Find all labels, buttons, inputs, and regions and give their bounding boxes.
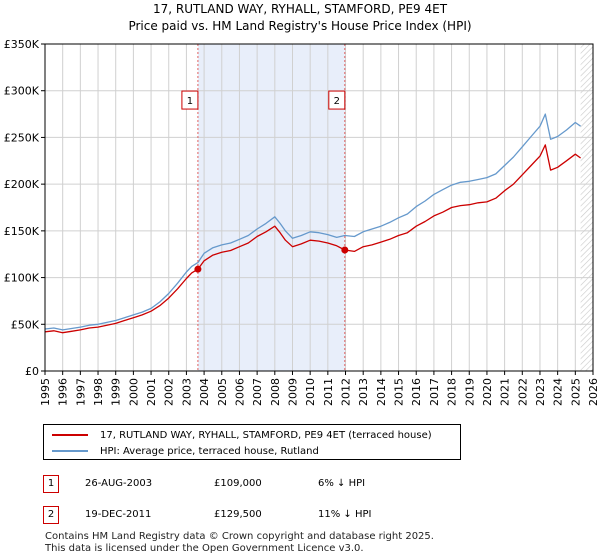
footer-licence: This data is licensed under the Open Gov… bbox=[45, 543, 364, 554]
x-tick-label: 2014 bbox=[375, 378, 388, 406]
x-tick-label: 1997 bbox=[74, 378, 87, 406]
chart-title-address: 17, RUTLAND WAY, RYHALL, STAMFORD, PE9 4… bbox=[152, 2, 448, 16]
x-tick-label: 2025 bbox=[569, 378, 582, 406]
x-tick-label: 2013 bbox=[357, 378, 370, 406]
y-tick-label: £50K bbox=[11, 318, 40, 331]
y-tick-label: £100K bbox=[4, 272, 40, 285]
x-tick-label: 2023 bbox=[534, 378, 547, 406]
legend-item-hpi: HPI: Average price, terraced house, Rutl… bbox=[52, 444, 319, 458]
transaction-badge: 1 bbox=[43, 475, 59, 493]
highlight-band bbox=[197, 44, 345, 371]
legend-swatch-hpi bbox=[52, 450, 88, 452]
legend-label-hpi: HPI: Average price, terraced house, Rutl… bbox=[100, 445, 319, 457]
x-tick-label: 2004 bbox=[198, 378, 211, 406]
transaction-hpi-diff: 11% ↓ HPI bbox=[318, 509, 372, 520]
property-series-line bbox=[44, 144, 581, 334]
x-tick-label: 2005 bbox=[216, 378, 229, 406]
transaction-badge: 2 bbox=[43, 506, 59, 524]
legend-swatch-property bbox=[52, 434, 88, 436]
plot-frame bbox=[44, 43, 594, 372]
x-tick-label: 2019 bbox=[463, 378, 476, 406]
transaction-label: 2 bbox=[334, 96, 340, 107]
legend-item-property: 17, RUTLAND WAY, RYHALL, STAMFORD, PE9 4… bbox=[52, 428, 432, 442]
transaction-label-box bbox=[181, 90, 199, 110]
x-tick-label: 2001 bbox=[145, 378, 158, 406]
chart-legend: 17, RUTLAND WAY, RYHALL, STAMFORD, PE9 4… bbox=[43, 424, 461, 460]
x-tick-label: 1996 bbox=[57, 378, 70, 406]
x-tick-label: 2016 bbox=[410, 378, 423, 406]
x-tick-label: 2006 bbox=[233, 378, 246, 406]
x-tick-label: 2010 bbox=[304, 378, 317, 406]
x-tick-label: 2020 bbox=[481, 378, 494, 406]
x-tick-label: 2024 bbox=[552, 378, 565, 406]
transaction-label-box bbox=[328, 90, 346, 110]
hpi-series-line bbox=[44, 113, 581, 331]
transaction-hpi-diff: 6% ↓ HPI bbox=[318, 478, 366, 489]
chart-subtitle: Price paid vs. HM Land Registry's House … bbox=[128, 19, 472, 33]
transaction-label: 1 bbox=[187, 96, 193, 107]
transaction-point bbox=[194, 265, 202, 273]
x-tick-label: 2015 bbox=[393, 378, 406, 406]
transaction-date: 26-AUG-2003 bbox=[85, 478, 153, 489]
x-tick-label: 1995 bbox=[39, 378, 52, 406]
x-tick-label: 2018 bbox=[446, 378, 459, 406]
transaction-price: £129,500 bbox=[214, 509, 262, 520]
x-tick-label: 2002 bbox=[163, 378, 176, 406]
x-tick-label: 2012 bbox=[340, 378, 353, 406]
transaction-price: £109,000 bbox=[214, 478, 262, 489]
x-tick-label: 2026 bbox=[587, 378, 600, 406]
y-tick-label: £200K bbox=[4, 178, 40, 191]
x-tick-label: 2003 bbox=[180, 378, 193, 406]
x-tick-label: 2009 bbox=[286, 378, 299, 406]
y-tick-label: £300K bbox=[4, 85, 40, 98]
y-tick-label: £0 bbox=[25, 365, 39, 378]
x-tick-label: 1999 bbox=[110, 378, 123, 406]
x-tick-label: 2022 bbox=[516, 378, 529, 406]
x-tick-label: 2017 bbox=[428, 378, 441, 406]
forecast-hatch bbox=[580, 44, 593, 371]
transaction-date: 19-DEC-2011 bbox=[85, 509, 152, 520]
y-tick-label: £150K bbox=[4, 225, 40, 238]
price-chart: 1 2 £0 £50K £100K £150K £200K £250K £300K £350K 1… bbox=[4, 38, 600, 406]
x-tick-label: 2021 bbox=[499, 378, 512, 406]
footer-copyright: Contains HM Land Registry data © Crown c… bbox=[45, 531, 434, 542]
x-tick-label: 2011 bbox=[322, 378, 335, 406]
y-tick-label: £250K bbox=[4, 131, 40, 144]
x-tick-label: 2007 bbox=[251, 378, 264, 406]
x-tick-label: 1998 bbox=[92, 378, 105, 406]
legend-label-property: 17, RUTLAND WAY, RYHALL, STAMFORD, PE9 4… bbox=[100, 429, 432, 441]
x-tick-label: 2008 bbox=[269, 378, 282, 406]
y-tick-label: £350K bbox=[4, 38, 40, 51]
transaction-point bbox=[341, 246, 349, 254]
x-tick-label: 2000 bbox=[127, 378, 140, 406]
